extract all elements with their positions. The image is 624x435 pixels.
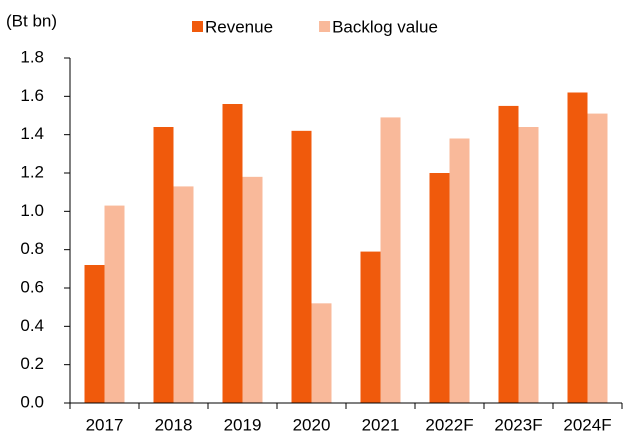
legend-label: Revenue [205, 17, 273, 36]
bar [360, 251, 381, 403]
y-tick-label: 0.6 [20, 277, 44, 296]
legend-swatch [319, 21, 331, 32]
bar [153, 127, 174, 403]
x-tick-label: 2018 [155, 415, 193, 434]
bar [173, 186, 194, 403]
bar [104, 205, 125, 403]
y-axis-label: (Bt bn) [6, 11, 57, 30]
bar [449, 138, 470, 403]
bar [518, 127, 539, 403]
bar [222, 104, 243, 403]
y-tick-label: 0.2 [20, 354, 44, 373]
bar [380, 117, 401, 404]
y-tick-label: 1.8 [20, 47, 44, 66]
bar [242, 176, 263, 403]
x-tick-label: 2020 [293, 415, 331, 434]
y-tick-label: 1.0 [20, 201, 44, 220]
y-tick-label: 1.4 [20, 124, 44, 143]
bar [311, 303, 332, 403]
y-tick-label: 1.6 [20, 86, 44, 105]
x-tick-label: 2023F [494, 415, 542, 434]
bar [84, 265, 105, 403]
legend-swatch [192, 21, 203, 32]
x-tick-label: 2021 [362, 415, 400, 434]
legend-label: Backlog value [332, 17, 438, 36]
x-tick-label: 2017 [86, 415, 124, 434]
bar [587, 113, 608, 403]
y-tick-label: 1.2 [20, 162, 44, 181]
y-tick-label: 0.4 [20, 316, 44, 335]
bar [429, 173, 450, 403]
bar [291, 130, 312, 404]
x-tick-label: 2022F [425, 415, 473, 434]
bar [498, 105, 519, 404]
y-tick-label: 0.8 [20, 239, 44, 258]
x-tick-label: 2024F [563, 415, 611, 434]
y-tick-label: 0.0 [20, 392, 44, 411]
bar [567, 92, 588, 403]
x-tick-label: 2019 [224, 415, 262, 434]
